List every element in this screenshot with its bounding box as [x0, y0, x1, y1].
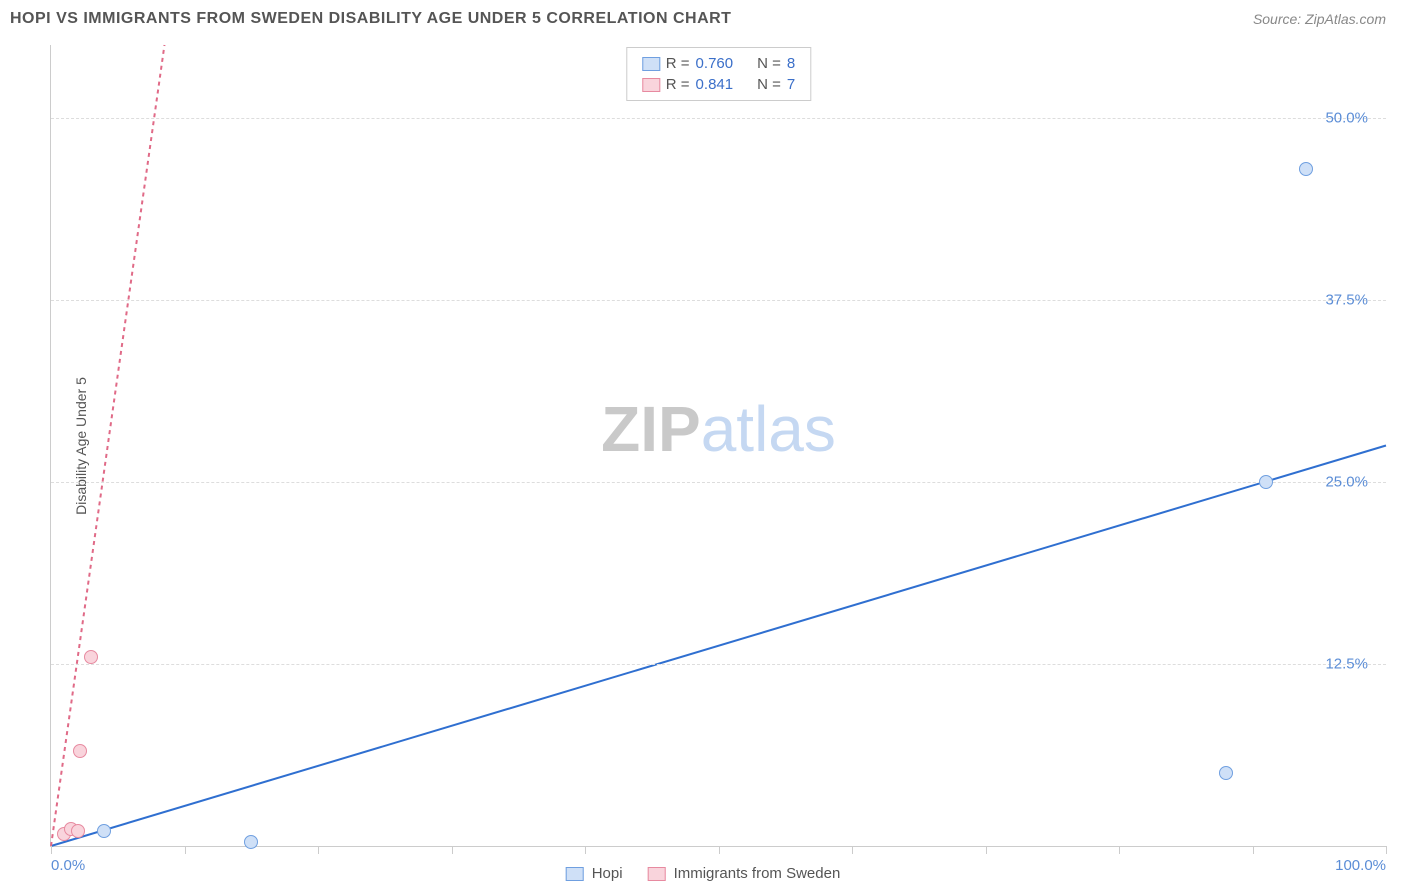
grid-line [51, 118, 1386, 119]
grid-line [51, 664, 1386, 665]
x-tick-label-max: 100.0% [1335, 857, 1386, 874]
r-label: R = [666, 76, 690, 93]
chart-source: Source: ZipAtlas.com [1253, 11, 1386, 27]
x-tick [1386, 846, 1387, 854]
trend-line [51, 446, 1386, 847]
series-legend: Hopi Immigrants from Sweden [566, 865, 841, 882]
trend-lines-layer [51, 45, 1386, 846]
r-label: R = [666, 55, 690, 72]
series-legend-sweden: Immigrants from Sweden [648, 865, 841, 882]
y-tick-label: 50.0% [1325, 109, 1368, 126]
r-value: 0.760 [696, 55, 734, 72]
series-label: Hopi [592, 865, 623, 882]
data-point [1259, 475, 1273, 489]
legend-swatch-hopi-bottom [566, 867, 584, 881]
grid-line [51, 482, 1386, 483]
correlation-legend-row-1: R = 0.760 N = 8 [642, 53, 795, 74]
correlation-legend-row-2: R = 0.841 N = 7 [642, 74, 795, 95]
n-label: N = [757, 55, 781, 72]
trend-line [51, 45, 164, 846]
y-tick-label: 12.5% [1325, 655, 1368, 672]
legend-swatch-sweden-bottom [648, 867, 666, 881]
legend-swatch-hopi [642, 57, 660, 71]
data-point [97, 824, 111, 838]
chart-title: HOPI VS IMMIGRANTS FROM SWEDEN DISABILIT… [10, 10, 731, 28]
y-tick-label: 37.5% [1325, 291, 1368, 308]
x-tick [318, 846, 319, 854]
r-value: 0.841 [696, 76, 734, 93]
correlation-legend: R = 0.760 N = 8 R = 0.841 N = 7 [626, 47, 811, 101]
chart-plot-area: ZIPatlas R = 0.760 N = 8 R = 0.841 N = 7… [50, 45, 1386, 847]
data-point [1299, 162, 1313, 176]
x-tick [1119, 846, 1120, 854]
y-tick-label: 25.0% [1325, 473, 1368, 490]
x-tick [585, 846, 586, 854]
n-value: 8 [787, 55, 795, 72]
x-tick [986, 846, 987, 854]
data-point [84, 650, 98, 664]
data-point [71, 824, 85, 838]
x-tick [1253, 846, 1254, 854]
data-point [244, 835, 258, 849]
x-tick [452, 846, 453, 854]
legend-swatch-sweden [642, 78, 660, 92]
x-tick [185, 846, 186, 854]
chart-header: HOPI VS IMMIGRANTS FROM SWEDEN DISABILIT… [0, 0, 1406, 33]
n-label: N = [757, 76, 781, 93]
grid-line [51, 300, 1386, 301]
x-tick [51, 846, 52, 854]
series-legend-hopi: Hopi [566, 865, 623, 882]
data-point [1219, 766, 1233, 780]
x-tick [852, 846, 853, 854]
n-value: 7 [787, 76, 795, 93]
x-tick [719, 846, 720, 854]
data-point [73, 744, 87, 758]
x-tick-label-min: 0.0% [51, 857, 85, 874]
series-label: Immigrants from Sweden [674, 865, 841, 882]
